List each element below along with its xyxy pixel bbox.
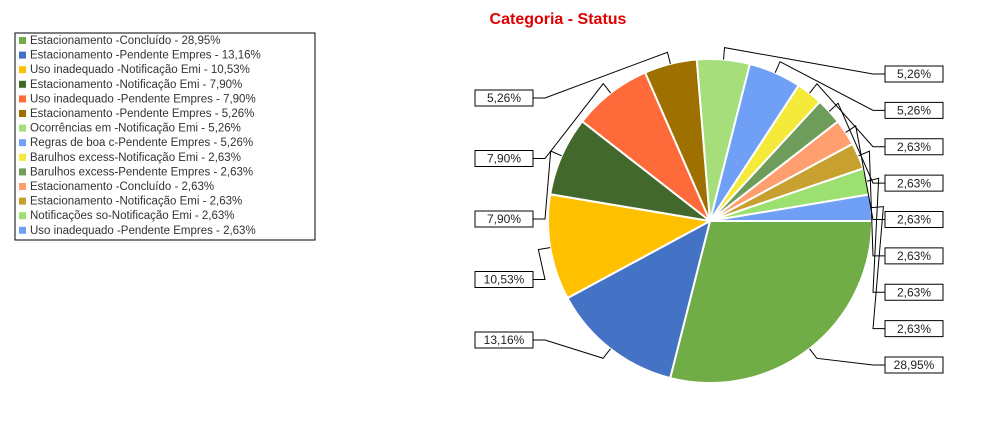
leader-line: [533, 150, 562, 220]
label-box: [884, 138, 944, 156]
legend-label: Regras de boa c-Pendente Empres - 5,26%: [30, 137, 253, 149]
legend-label: Uso inadequado -Pendente Empres - 7,90%: [30, 93, 256, 105]
label-box: [884, 65, 944, 83]
legend-swatch: [19, 66, 26, 74]
data-label: 2,63%: [897, 140, 931, 154]
pie-slice: [547, 193, 714, 300]
legend-label: Ocorrências em -Notificação Emi - 5,26%: [30, 123, 241, 135]
data-label: 7,90%: [487, 152, 521, 166]
data-label: 10,53%: [484, 273, 525, 287]
label-box: [884, 101, 944, 119]
data-label: 2,63%: [897, 213, 931, 227]
data-label: 2,63%: [897, 285, 931, 299]
label-box: [474, 271, 534, 288]
legend-label: Estacionamento -Concluído - 2,63%: [30, 181, 214, 193]
leader-line: [533, 82, 612, 159]
data-label: 28,95%: [894, 358, 935, 372]
leader-line: [723, 47, 885, 75]
legend-swatch: [19, 153, 26, 161]
legend-label: Barulhos excess-Pendente Empres - 2,63%: [30, 166, 253, 178]
leader-line: [774, 61, 885, 111]
data-label: 13,16%: [484, 333, 525, 347]
legend-swatch: [19, 197, 26, 205]
label-box: [884, 283, 944, 301]
legend-label: Notificações so-Notificação Emi - 2,63%: [30, 210, 235, 222]
data-label: 2,63%: [897, 176, 931, 190]
label-box: [884, 211, 944, 228]
legend-box: [14, 32, 316, 241]
legend-swatch: [19, 168, 26, 176]
legend-swatch: [19, 110, 26, 117]
legend-label: Uso inadequado -Pendente Empres - 2,63%: [30, 225, 256, 237]
legend-label: Estacionamento -Pendente Empres - 13,16%: [30, 50, 261, 62]
leader-line: [533, 247, 551, 280]
data-label: 5,26%: [897, 67, 931, 81]
pie-slice: [566, 219, 712, 380]
leader-line: [533, 51, 671, 99]
legend-swatch: [19, 212, 26, 220]
legend-swatch: [19, 183, 26, 190]
data-label: 5,26%: [897, 104, 931, 118]
label-box: [884, 320, 944, 338]
pie-slice: [668, 220, 874, 384]
data-label: 2,63%: [897, 249, 931, 263]
leader-line: [871, 206, 885, 330]
legend-label: Uso inadequado -Notificação Emi - 10,53%: [30, 64, 250, 76]
legend-label: Estacionamento -Notificação Emi - 7,90%: [30, 79, 242, 91]
legend-swatch: [19, 124, 26, 132]
legend-swatch: [19, 226, 26, 234]
legend-label: Estacionamento -Concluído - 28,95%: [30, 35, 221, 47]
label-box: [884, 356, 944, 374]
data-label: 7,90%: [487, 212, 521, 226]
legend-swatch: [19, 95, 26, 103]
leader-line: [866, 177, 885, 293]
legend-swatch: [19, 80, 26, 88]
leader-line: [828, 102, 885, 184]
data-label: 5,26%: [487, 91, 521, 105]
leader-line: [809, 348, 885, 366]
label-box: [884, 247, 944, 265]
chart-title: Categoria - Status: [490, 11, 627, 28]
label-box: [474, 331, 534, 349]
legend-swatch: [19, 139, 26, 147]
legend-label: Barulhos excess-Notificação Emi - 2,63%: [30, 152, 241, 164]
legend-label: Estacionamento -Notificação Emi - 2,63%: [30, 196, 242, 208]
leader-line: [533, 339, 611, 359]
leader-line: [809, 82, 885, 148]
label-box: [474, 210, 534, 228]
label-box: [474, 89, 534, 107]
data-label: 2,63%: [897, 322, 931, 336]
leader-line: [845, 125, 885, 220]
label-box: [884, 174, 944, 192]
legend-swatch: [19, 51, 26, 59]
legend-swatch: [19, 37, 26, 44]
label-box: [474, 150, 534, 167]
legend-label: Estacionamento -Pendente Empres - 5,26%: [30, 108, 254, 120]
